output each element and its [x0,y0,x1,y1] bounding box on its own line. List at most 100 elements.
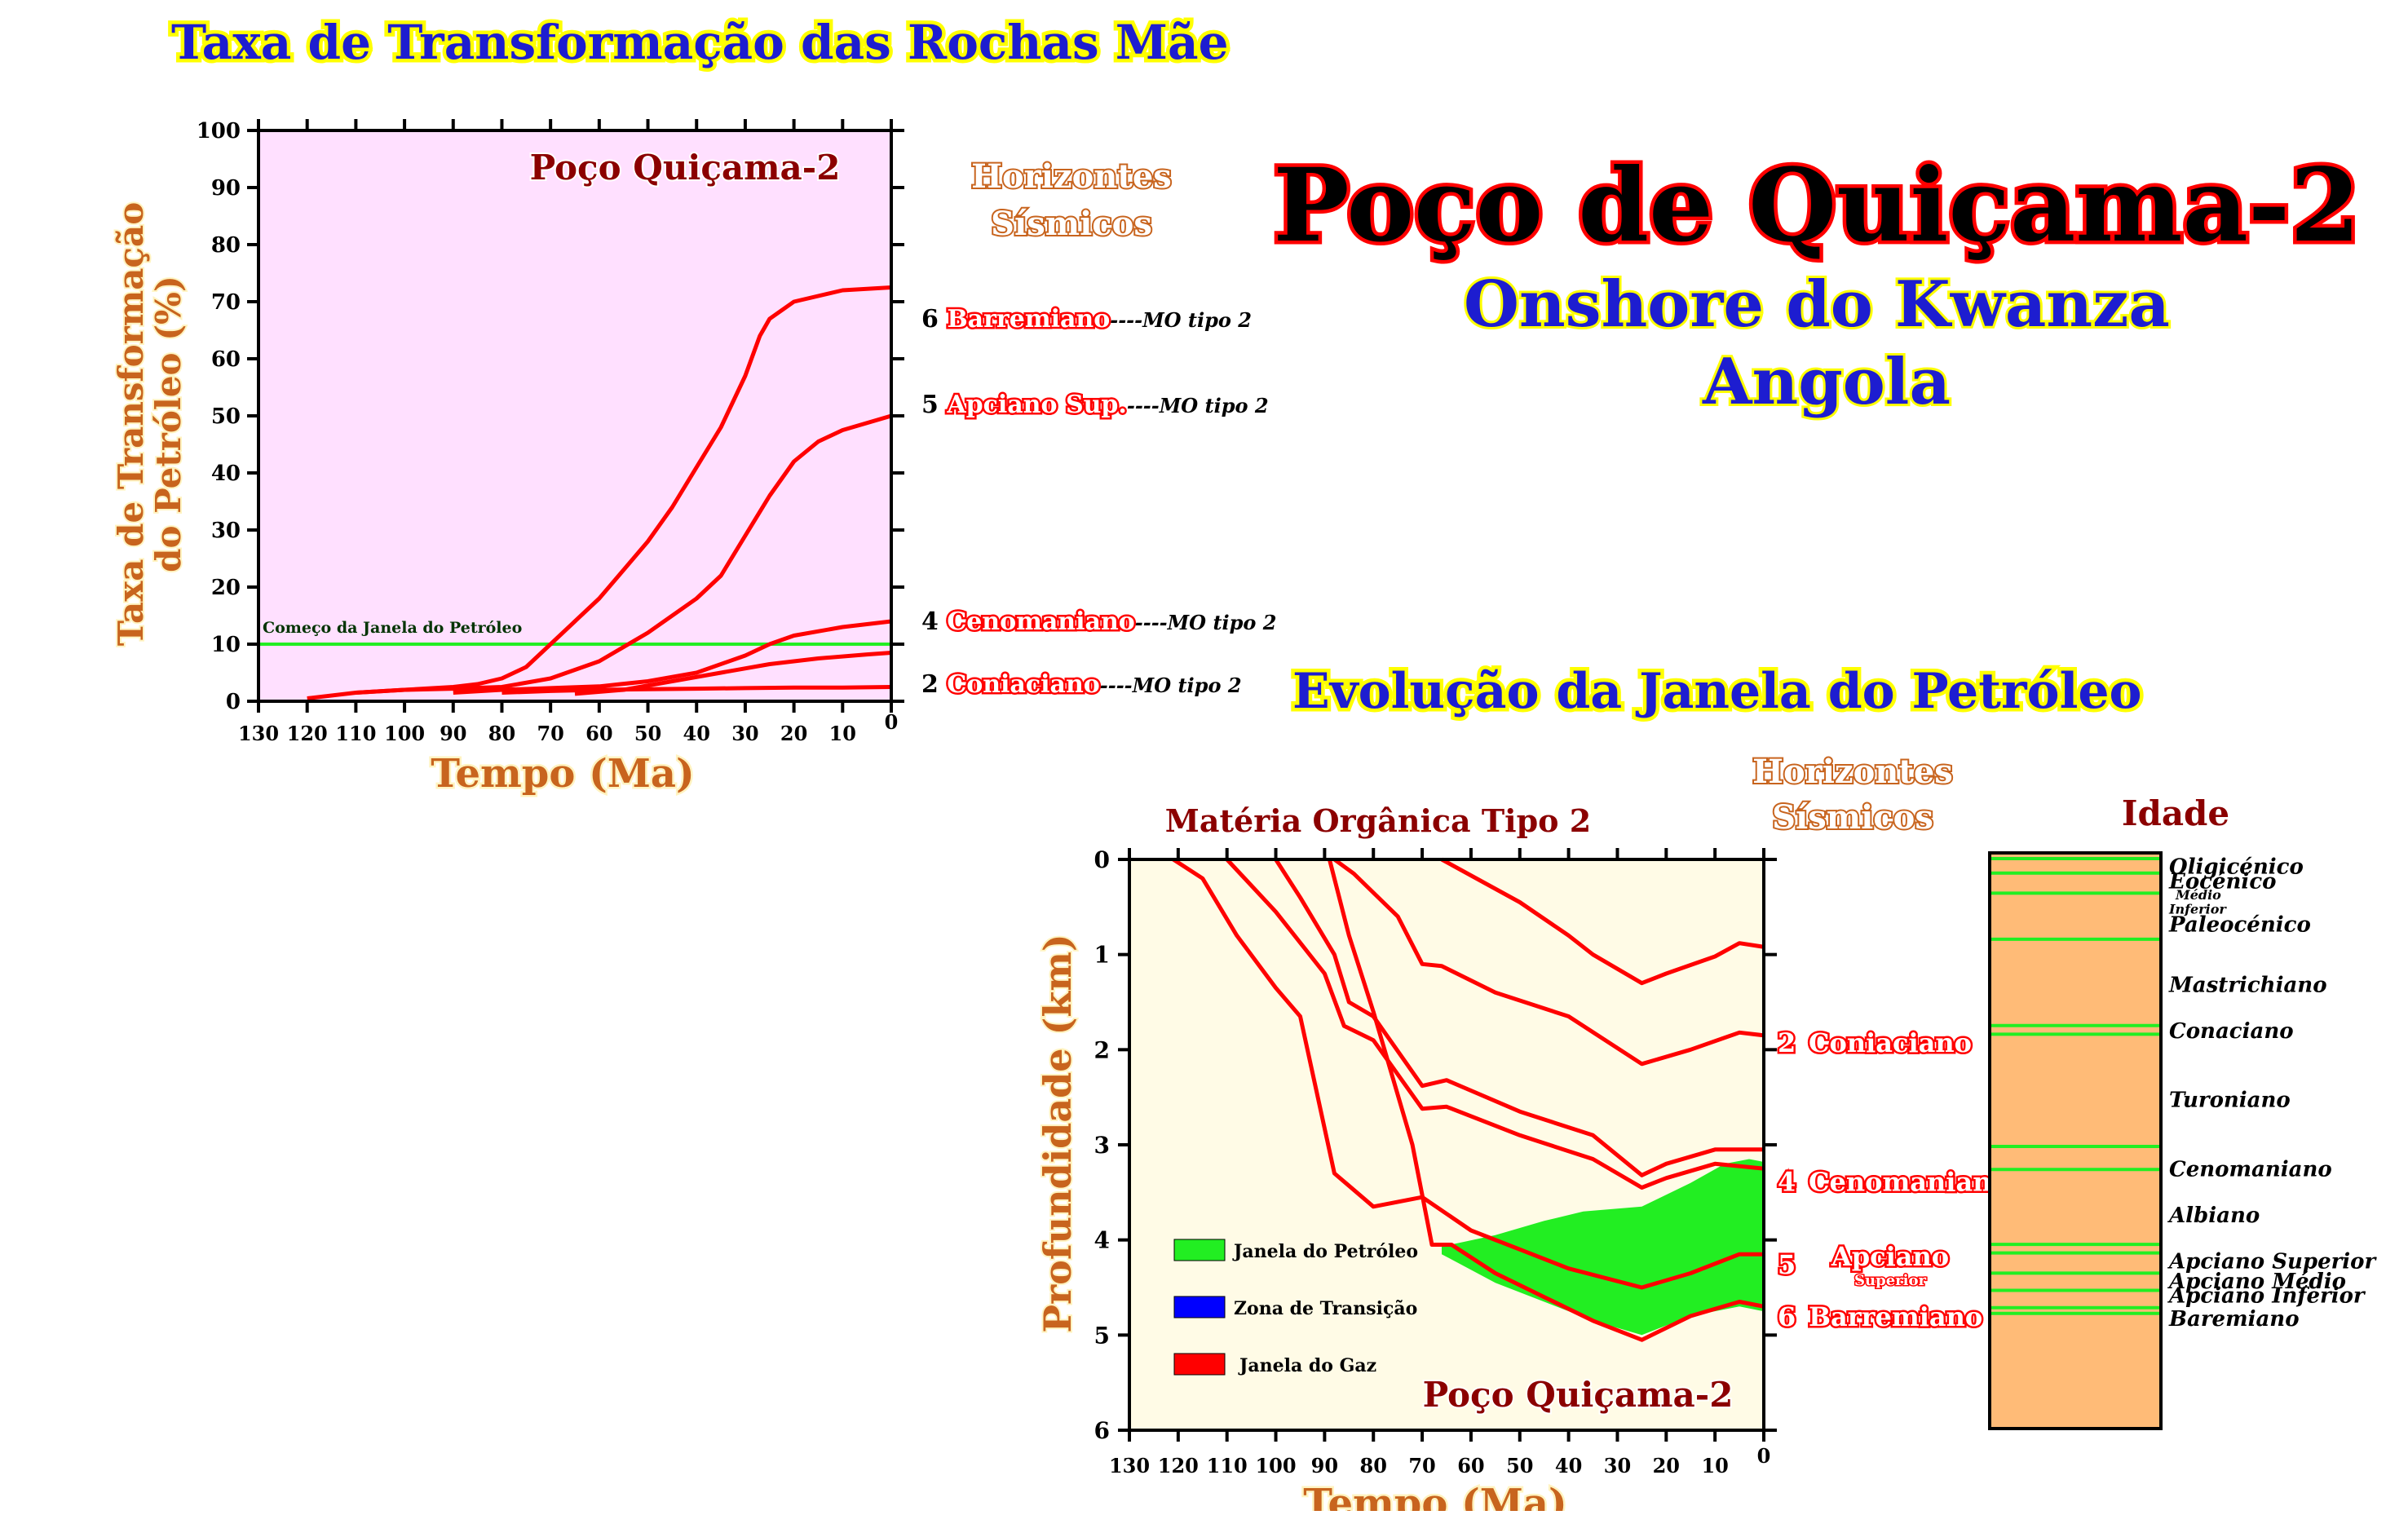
strat-unit-turoniano: Turoniano [2169,1089,2291,1113]
chart1-x-tick-label: 110 [335,722,376,745]
series-line-coniaciano [501,685,892,695]
chart2-x-tick-label: 110 [1207,1454,1248,1477]
strat-unit-baremiano: Baremiano [2168,1307,2300,1332]
burial-curve-c3 [1274,858,1764,1177]
chart1-plot-area [258,130,891,701]
chart1-y-tick-label: 0 [226,690,241,714]
chart2-x-tick-label: 20 [1653,1454,1680,1477]
chart1: 130 120 110 100 90 80 70 60 50 40 30 20 10 0010203040… [109,119,1276,799]
chart1-title: Taxa de Transformação das Rochas Mãe [171,15,1228,70]
chart1-x-tick-label: 60 [585,722,612,745]
horizon-name-cenomaniano: Cenomaniano [1809,1166,2009,1197]
chart1-y-tick-label: 70 [211,290,241,315]
chart1-x-tick-label: 50 [634,722,661,745]
chart2-well-label: Poço Quiçama-2 [1423,1375,1734,1415]
chart2-x-tick-label: 60 [1457,1454,1484,1477]
horizon-number-apciano: 5 [1778,1249,1796,1280]
chart2-horizons-header-line2: Sísmicos [1772,798,1933,837]
chart1-y-tick-label: 80 [211,233,241,258]
chart1-x-tick-label: 40 [683,722,710,745]
horizon-label-coniaciano: 2 Coniaciano----MO tipo 2 [921,670,1242,699]
burial-curve-c1 [1440,857,1765,986]
horizon-name-coniaciano: Coniaciano [1809,1027,1972,1058]
chart2-x-tick-label: 70 [1408,1454,1435,1477]
strat-unit-cenomaniano: Cenomaniano [2169,1157,2332,1182]
chart2-x-tick-label: 120 [1158,1454,1199,1477]
chart1-y-tick-label: 20 [211,576,241,600]
chart2-y-tick-label: 0 [1094,846,1110,873]
legend-label-gas-window: Janela do Gaz [1238,1355,1376,1376]
strat-unit-apciano-medio: Apciano Médio [2167,1270,2346,1294]
strat-unit-apciano-inferior: Apciano Inferior [2167,1284,2366,1309]
chart1-y-tick-label: 50 [211,404,241,429]
horizon-number-barremiano: 6 [1778,1301,1796,1332]
chart2-x-tick-label: 100 [1255,1454,1296,1477]
main-title: Poço de Quiçama-2 [1273,147,2360,265]
chart2-y-tick-label: 3 [1094,1132,1110,1159]
chart1-y-axis-title-line2: do Petróleo (%) [148,276,188,572]
legend-label-transition-zone: Zona de Transição [1234,1298,1417,1319]
chart1-x-tick-label: 120 [287,722,328,745]
chart2-y-tick-label: 1 [1094,942,1110,969]
chart2-title: Evolução da Janela do Petróleo [1292,663,2142,720]
chart2-legend: Janela do Petróleo Zona de Transição Jan… [1173,1239,1418,1376]
chart2-y-tick-label: 2 [1094,1036,1110,1063]
burial-curve-c2 [1332,857,1765,1067]
strat-unit-paleocenico: Paleocénico [2168,912,2311,937]
chart2-x-tick-label: 0 [1757,1444,1771,1468]
chart2-y-tick-label: 6 [1094,1417,1110,1444]
chart1-x-tick-label: 0 [885,710,899,734]
strat-header: Idade [2122,793,2229,833]
strat-unit-mastrichiano: Mastrichiano [2168,973,2327,997]
chart2-x-tick-label: 130 [1109,1454,1150,1477]
chart1-y-tick-label: 40 [211,462,241,486]
strat-unit-apciano-superior: Apciano Superior [2167,1249,2378,1274]
strat-unit-albiano: Albiano [2167,1204,2260,1228]
chart1-x-tick-label: 70 [537,722,563,745]
chart2-x-tick-label: 90 [1311,1454,1338,1477]
horizon-label-barremiano: 6 Barremiano----MO tipo 2 [921,305,1252,333]
chart1-horizons-header-line2: Sísmicos [991,205,1152,243]
chart2-x-tick-label: 30 [1604,1454,1631,1477]
horizon-label-cenomaniano: 4 Cenomaniano----MO tipo 2 [921,607,1276,636]
chart1-y-tick-label: 100 [197,119,241,144]
strat-unit-oligicenico: Oligicénico [2169,855,2304,880]
chart2-horizons-header-line1: Horizontes [1752,753,1953,791]
series-line-apciano-sup [356,413,892,695]
horizon-number-cenomaniano: 4 [1778,1166,1796,1197]
chart1-x-axis-title: Tempo (Ma) [431,751,694,797]
strat-column-bar [1988,851,2163,1430]
chart1-y-tick-label: 90 [211,176,241,201]
chart1-y-tick-label: 10 [211,633,241,657]
chart1-y-tick-label: 60 [211,347,241,372]
chart2-header: Matéria Orgânica Tipo 2 [1165,802,1591,839]
chart1-x-tick-label: 130 [238,722,279,745]
chart1-x-tick-label: 20 [780,722,807,745]
legend-swatch-transition-zone [1173,1296,1226,1318]
horizon-name-apciano: Apciano [1831,1241,1949,1272]
chart2-y-axis-title: Profundidade (km) [1036,934,1080,1332]
horizon-label-apciano-sup: 5 Apciano Sup.----MO tipo 2 [921,391,1269,419]
chart2-y-tick-label: 4 [1094,1227,1110,1254]
strat-unit-inferior: Inferior [2168,902,2227,917]
chart1-x-tick-label: 80 [488,722,515,745]
chart2-plot-area [1129,859,1764,1430]
chart2-x-axis-title: Tempo (Ma) [1303,1481,1566,1511]
series-line-cenomaniano [453,619,892,695]
legend-swatch-oil-window [1173,1239,1226,1261]
burial-curve-c4 [1225,858,1765,1190]
subtitle-country: Angola [1702,345,1951,419]
horizon-name-barremiano: Barremiano [1809,1301,1982,1332]
chart1-y-axis-title-line1: Taxa de Transformação [111,202,151,646]
horizon-number-coniaciano: 2 [1778,1027,1796,1058]
oil-window-area [1442,1159,1764,1336]
chart2-x-tick-label: 40 [1555,1454,1582,1477]
chart1-well-label: Poço Quiçama-2 [530,148,841,188]
series-line-barremiano [307,285,892,700]
horizon-subname-apciano: Superior [1854,1272,1926,1289]
chart1-x-tick-label: 90 [440,722,466,745]
subtitle-region: Onshore do Kwanza [1464,267,2170,342]
strat-unit-conaciano: Conaciano [2169,1019,2294,1044]
stratigraphic-column: Idade OligicénicoEocénicoMédioInferiorPa… [1988,793,2378,1430]
